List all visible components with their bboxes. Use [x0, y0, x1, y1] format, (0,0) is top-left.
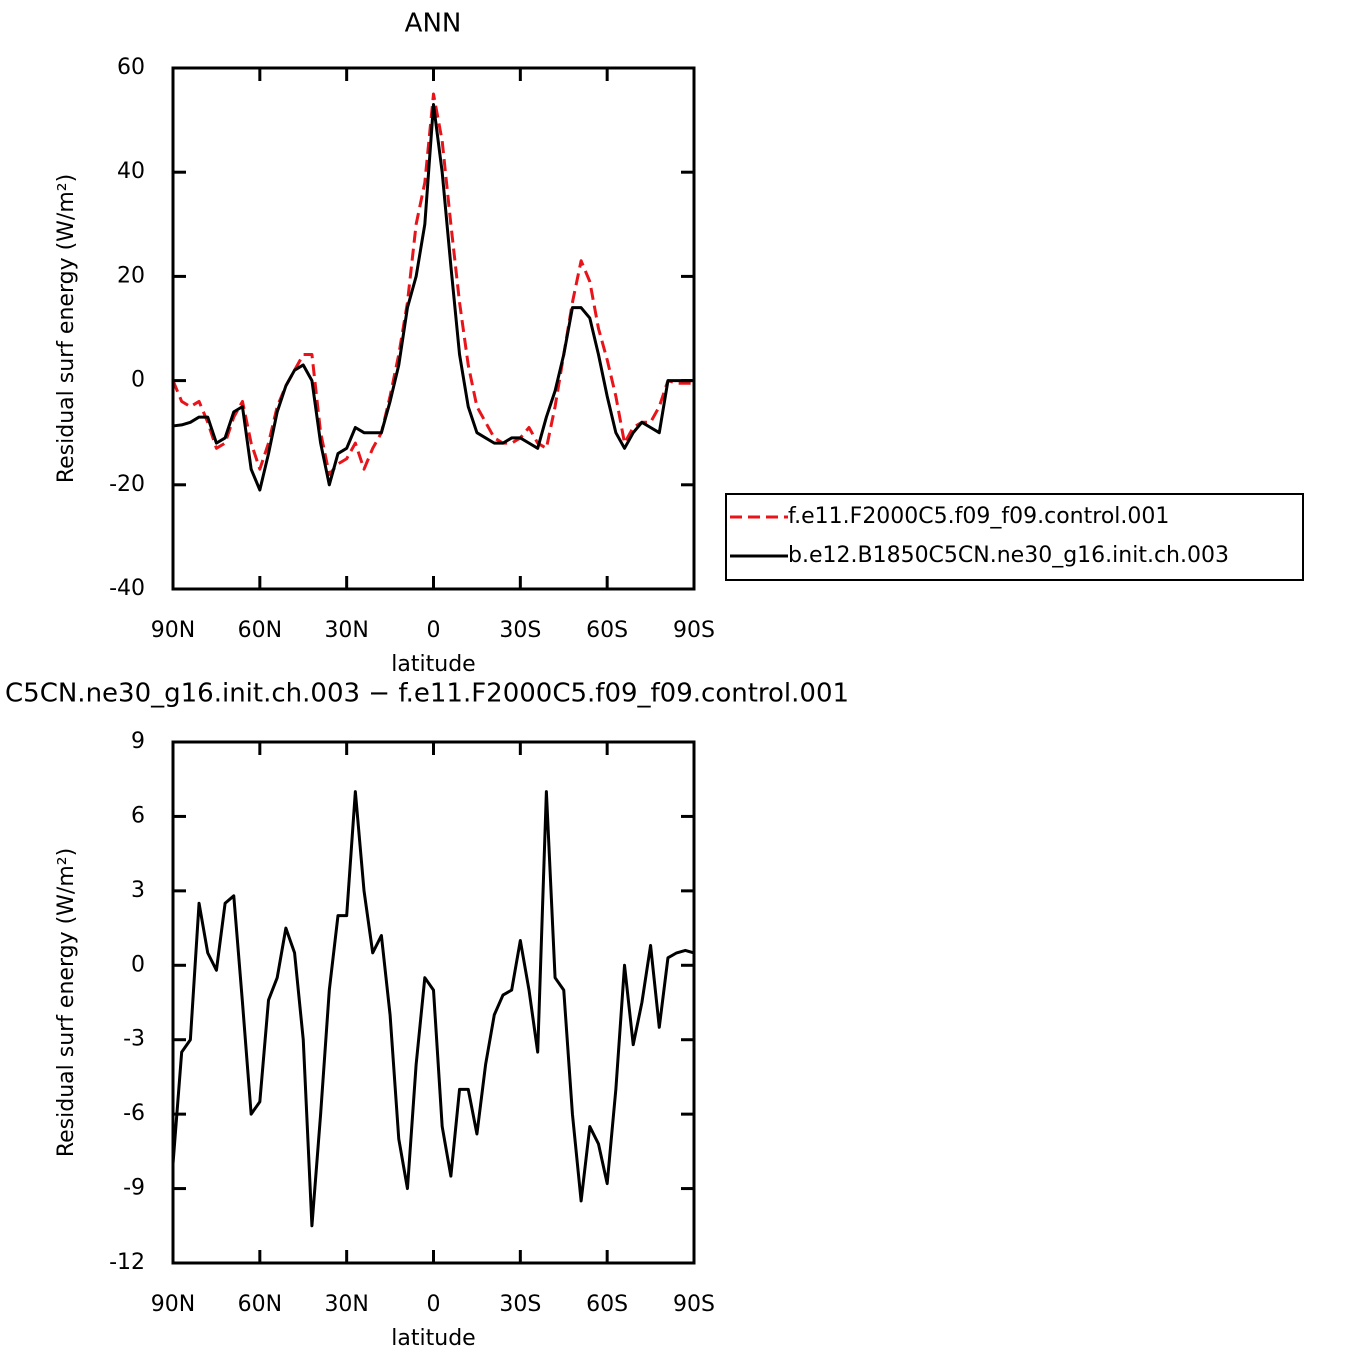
- legend-label: f.e11.F2000C5.f09_f09.control.001: [788, 504, 1169, 529]
- x-tick-label: 90N: [151, 1292, 195, 1317]
- x-tick-label: 90S: [673, 618, 715, 643]
- x-axis-label: latitude: [391, 652, 475, 677]
- x-axis-label: latitude: [391, 1326, 475, 1351]
- chart-title: ANN: [405, 9, 462, 39]
- x-tick-label: 90S: [673, 1292, 715, 1317]
- y-tick-label: -9: [123, 1176, 145, 1201]
- y-tick-label: 0: [131, 368, 145, 393]
- y-tick-label: 40: [117, 159, 145, 184]
- legend-box: [725, 493, 1304, 581]
- legend-label: b.e12.B1850C5CN.ne30_g16.init.ch.003: [788, 543, 1229, 568]
- x-tick-label: 60N: [238, 618, 282, 643]
- data-line: [171, 790, 695, 1228]
- data-line: [172, 102, 694, 492]
- y-tick-label: 9: [131, 729, 145, 754]
- data-line: [171, 92, 694, 476]
- y-tick-label: -6: [123, 1101, 145, 1126]
- y-tick-label: 6: [131, 803, 145, 828]
- x-tick-label: 30N: [324, 1292, 368, 1317]
- y-tick-label: 60: [117, 55, 145, 80]
- x-tick-label: 60S: [586, 1292, 628, 1317]
- y-tick-label: 3: [131, 878, 145, 903]
- x-tick-label: 30N: [324, 618, 368, 643]
- y-axis-label: Residual surf energy (W/m²): [54, 174, 79, 483]
- x-tick-label: 60N: [238, 1292, 282, 1317]
- y-tick-label: -12: [109, 1250, 145, 1275]
- y-tick-label: -20: [109, 472, 145, 497]
- x-tick-label: 30S: [499, 1292, 541, 1317]
- x-tick-label: 0: [427, 1292, 441, 1317]
- chart-title: C5CN.ne30_g16.init.ch.003 − f.e11.F2000C…: [5, 679, 849, 709]
- x-tick-label: 60S: [586, 618, 628, 643]
- y-tick-label: -3: [123, 1027, 145, 1052]
- plot-frame: [171, 66, 696, 591]
- x-tick-label: 30S: [499, 618, 541, 643]
- x-tick-label: 90N: [151, 618, 195, 643]
- y-tick-label: 0: [131, 952, 145, 977]
- x-tick-label: 0: [427, 618, 441, 643]
- y-axis-label: Residual surf energy (W/m²): [54, 848, 79, 1157]
- y-tick-label: 20: [117, 263, 145, 288]
- y-tick-label: -40: [109, 576, 145, 601]
